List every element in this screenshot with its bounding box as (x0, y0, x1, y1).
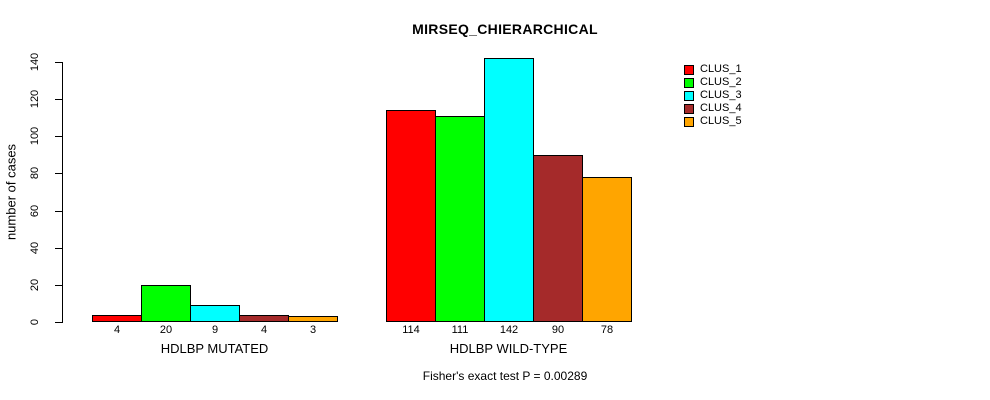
y-tick-mark (55, 62, 62, 63)
bar-value-label: 114 (402, 324, 420, 336)
bar-clus_2-2 (435, 116, 485, 322)
y-tick-label: 40 (29, 241, 41, 255)
bar-clus_4-2 (533, 155, 583, 322)
y-tick-label: 120 (29, 89, 41, 109)
fisher-test-annotation: Fisher's exact test P = 0.00289 (422, 369, 588, 383)
y-tick-label: 80 (29, 166, 41, 180)
legend-swatch (684, 64, 694, 75)
bar-value-label: 90 (551, 324, 565, 336)
legend-item-clus_3: CLUS_3 (684, 89, 742, 102)
group-label: HDLBP MUTATED (160, 341, 269, 356)
bar-clus_2-1 (141, 285, 191, 322)
bar-value-label: 4 (260, 324, 268, 336)
bar-value-label: 4 (113, 324, 121, 336)
y-tick-mark (55, 173, 62, 174)
legend-label: CLUS_4 (700, 102, 742, 114)
bar-clus_1-2 (386, 110, 436, 322)
legend-label: CLUS_5 (700, 115, 742, 127)
bar-clus_5-2 (582, 177, 632, 322)
y-tick-label: 20 (29, 278, 41, 292)
bar-value-label: 9 (211, 324, 219, 336)
y-tick-mark (55, 248, 62, 249)
bar-clus_1-1 (92, 315, 142, 322)
legend-swatch (684, 90, 694, 101)
legend-swatch (684, 103, 694, 114)
legend-label: CLUS_3 (700, 89, 742, 101)
legend-item-clus_2: CLUS_2 (684, 76, 742, 89)
y-tick-label: 140 (29, 52, 41, 72)
bar-value-label: 142 (499, 324, 519, 336)
legend-swatch (684, 116, 694, 127)
bar-value-label: 3 (309, 324, 317, 336)
legend-item-clus_4: CLUS_4 (684, 102, 742, 115)
y-tick-label: 0 (29, 318, 41, 326)
group-label: HDLBP WILD-TYPE (449, 341, 568, 356)
y-axis-line (62, 62, 63, 323)
y-tick-mark (55, 211, 62, 212)
legend-item-clus_1: CLUS_1 (684, 63, 742, 76)
legend-swatch (684, 77, 694, 88)
bar-clus_5-1 (288, 316, 338, 322)
legend: CLUS_1 CLUS_2 CLUS_3 CLUS_4 CLUS_5 (684, 63, 742, 128)
bar-clus_3-2 (484, 58, 534, 322)
y-axis-title: number of cases (3, 143, 19, 241)
y-tick-label: 100 (29, 126, 41, 146)
y-tick-mark (55, 322, 62, 323)
y-tick-mark (55, 99, 62, 100)
bar-value-label: 78 (600, 324, 614, 336)
y-tick-mark (55, 285, 62, 286)
legend-item-clus_5: CLUS_5 (684, 115, 742, 128)
bar-clus_3-1 (190, 305, 240, 322)
bar-clus_4-1 (239, 315, 289, 322)
bar-value-label: 20 (159, 324, 173, 336)
legend-label: CLUS_2 (700, 76, 742, 88)
chart-title: MIRSEQ_CHIERARCHICAL (412, 21, 598, 37)
bar-value-label: 111 (451, 324, 469, 336)
y-tick-mark (55, 136, 62, 137)
legend-label: CLUS_1 (700, 63, 742, 75)
y-tick-label: 60 (29, 204, 41, 218)
